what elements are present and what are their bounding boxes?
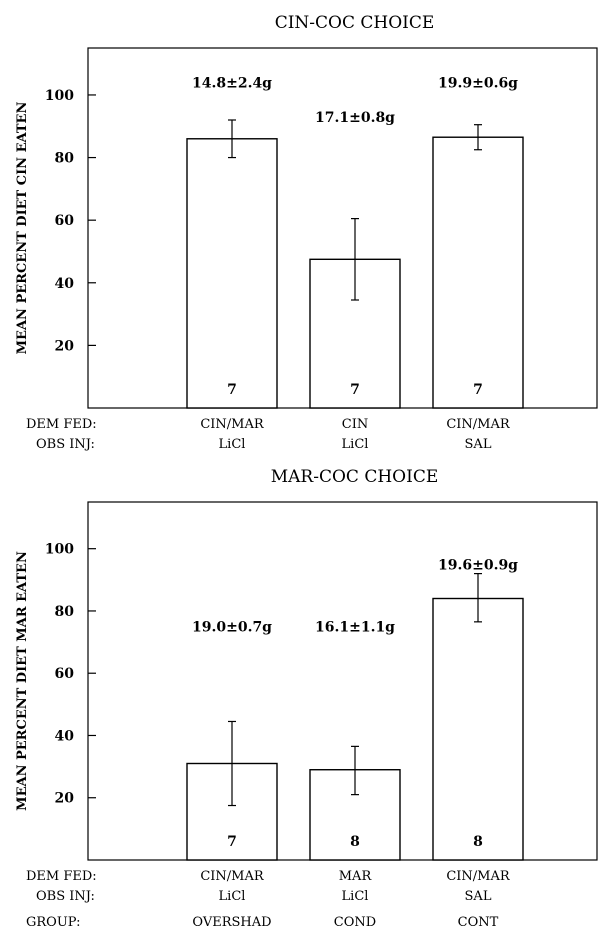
category-label-obs-inj: LiCl [219,889,246,904]
category-label-dem-fed: CIN/MAR [200,869,265,884]
row-label: DEM FED: [26,869,97,884]
y-tick-label: 20 [55,791,75,807]
row-label: OBS INJ: [36,437,95,452]
y-tick-label: 60 [55,213,75,229]
category-label-dem-fed: MAR [339,869,373,884]
row-label: OBS INJ: [36,889,95,904]
category-label-obs-inj: SAL [465,889,492,904]
intake-annotation: 14.8±2.4g [192,75,272,91]
row-label: DEM FED: [26,417,97,432]
n-label: 8 [473,834,483,850]
category-label-dem-fed: CIN [342,417,368,432]
category-label-dem-fed: CIN/MAR [446,869,511,884]
n-label: 8 [350,834,360,850]
y-axis-label: MEAN PERCENT DIET MAR EATEN [15,551,30,811]
category-label-obs-inj: SAL [465,437,492,452]
y-tick-label: 40 [55,276,75,292]
mar-coc-chart: MAR-COC CHOICE MEAN PERCENT DIET MAR EATE… [15,467,598,930]
cin-coc-chart: CIN-COC CHOICE MEAN PERCENT DIET CIN EATE… [15,13,598,452]
category-label-dem-fed: CIN/MAR [446,417,511,432]
bar [432,136,524,409]
category-label-obs-inj: LiCl [219,437,246,452]
y-tick-label: 80 [55,151,75,167]
y-tick-label: 100 [45,542,74,558]
chart-title: MAR-COC CHOICE [271,467,439,487]
intake-annotation: 19.9±0.6g [438,75,518,91]
chart-title: CIN-COC CHOICE [275,13,435,33]
n-label: 7 [473,382,483,398]
category-label-obs-inj: LiCl [342,437,369,452]
y-axis-label: MEAN PERCENT DIET CIN EATEN [15,102,30,355]
bar [309,258,401,409]
n-label: 7 [350,382,360,398]
y-tick-label: 60 [55,666,75,682]
category-label-group: CONT [458,915,499,930]
intake-annotation: 16.1±1.1g [315,620,395,636]
bar [432,597,524,861]
category-label-group: OVERSHAD [192,915,271,930]
intake-annotation: 19.0±0.7g [192,620,272,636]
category-label-obs-inj: LiCl [342,889,369,904]
intake-annotation: 17.1±0.8g [315,110,395,126]
bar [186,138,278,409]
y-tick-label: 40 [55,728,75,744]
y-tick-label: 80 [55,604,75,620]
n-label: 7 [227,834,237,850]
category-label-dem-fed: CIN/MAR [200,417,265,432]
category-label-group: COND [334,915,376,930]
row-label: GROUP: [26,915,80,930]
y-tick-label: 100 [45,88,74,104]
intake-annotation: 19.6±0.9g [438,557,518,573]
y-tick-label: 20 [55,338,75,354]
n-label: 7 [227,382,237,398]
